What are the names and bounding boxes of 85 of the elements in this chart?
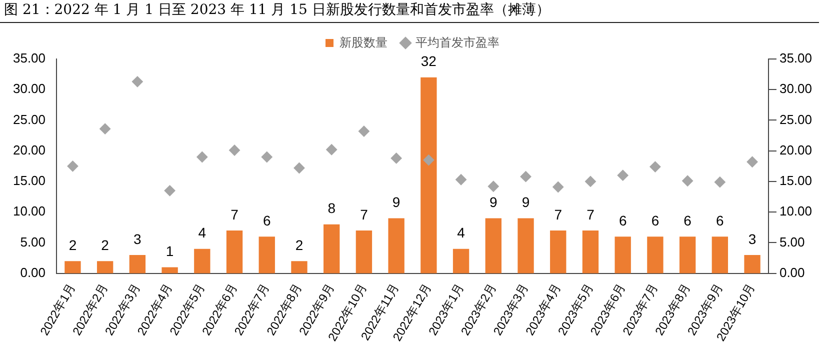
point <box>390 152 402 164</box>
data-label: 32 <box>420 53 437 70</box>
point <box>714 176 726 188</box>
y-tick-label: 5.00 <box>20 234 46 250</box>
data-label: 6 <box>716 212 724 228</box>
bar <box>129 254 146 274</box>
point <box>584 176 596 187</box>
y-tick-label: 30.00 <box>12 81 46 96</box>
point <box>520 171 532 182</box>
bar <box>258 236 275 274</box>
data-label: 2 <box>295 236 304 253</box>
bar <box>388 218 404 274</box>
bar <box>162 267 178 274</box>
y2-tick-label: 15.00 <box>779 173 812 188</box>
y2-tick-label: 25.00 <box>779 112 812 127</box>
data-label: 6 <box>684 212 692 228</box>
data-label: 9 <box>522 194 530 210</box>
point <box>488 180 499 192</box>
bar <box>96 261 114 274</box>
data-label: 6 <box>651 212 660 228</box>
bar <box>64 261 81 274</box>
point <box>326 144 338 156</box>
point <box>294 162 305 174</box>
y2-tick-label: 35.00 <box>779 50 812 66</box>
bar <box>744 254 760 274</box>
data-label: 2 <box>101 236 110 253</box>
point <box>682 175 694 186</box>
point <box>746 156 758 168</box>
data-label: 9 <box>392 194 400 210</box>
y2-tick-label: 5.00 <box>779 234 805 250</box>
point <box>132 76 143 88</box>
point <box>650 161 661 172</box>
y-tick-label: 20.00 <box>12 142 46 158</box>
y2-tick-label: 20.00 <box>779 142 812 158</box>
bar <box>194 248 210 274</box>
point <box>100 123 111 134</box>
data-label: 3 <box>748 230 756 247</box>
data-label: 3 <box>134 230 142 247</box>
data-label: 7 <box>586 206 595 222</box>
point <box>196 151 208 162</box>
data-label: 6 <box>618 212 627 228</box>
point <box>229 144 240 156</box>
point <box>456 174 467 186</box>
bar <box>291 261 308 274</box>
data-label: 7 <box>554 206 562 222</box>
data-label: 2 <box>68 236 77 253</box>
bar <box>226 230 243 274</box>
point <box>164 185 176 196</box>
bar <box>550 230 566 274</box>
y2-tick-label: 0.00 <box>779 264 805 280</box>
point <box>423 154 434 166</box>
bar <box>518 218 534 274</box>
bar <box>452 248 470 274</box>
y2-tick-label: 10.00 <box>779 204 812 219</box>
point <box>261 151 272 162</box>
data-label: 1 <box>166 243 174 260</box>
data-label: 4 <box>198 224 206 241</box>
bar <box>679 236 696 274</box>
bar <box>420 77 437 274</box>
data-label: 6 <box>262 212 271 228</box>
data-label: 7 <box>360 206 368 222</box>
data-label: 8 <box>328 200 336 216</box>
legend-label: 平均首发市盈率 <box>416 35 500 50</box>
y-tick-label: 35.00 <box>12 50 46 66</box>
y-tick-label: 0.00 <box>20 264 46 280</box>
point <box>358 126 370 137</box>
bar <box>356 230 372 274</box>
data-label: 4 <box>457 224 466 241</box>
point <box>67 160 78 172</box>
bar <box>614 236 631 274</box>
point <box>552 181 564 192</box>
y-tick-label: 25.00 <box>12 112 46 127</box>
data-label: 9 <box>490 194 498 210</box>
bar <box>712 236 728 274</box>
bar <box>582 230 599 274</box>
point <box>617 170 628 181</box>
bar <box>324 224 340 274</box>
data-label: 7 <box>230 206 239 222</box>
y2-tick-label: 30.00 <box>779 81 812 96</box>
bar <box>485 218 502 274</box>
bar <box>647 236 664 274</box>
legend-label: 新股数量 <box>340 35 388 50</box>
y-tick-label: 10.00 <box>12 204 46 219</box>
y-tick-label: 15.00 <box>12 173 46 188</box>
chart-title: 图 21：2022 年 1 月 1 日至 2023 年 11 月 15 日新股发行数量和首发市盈率（摊薄） <box>0 0 819 23</box>
